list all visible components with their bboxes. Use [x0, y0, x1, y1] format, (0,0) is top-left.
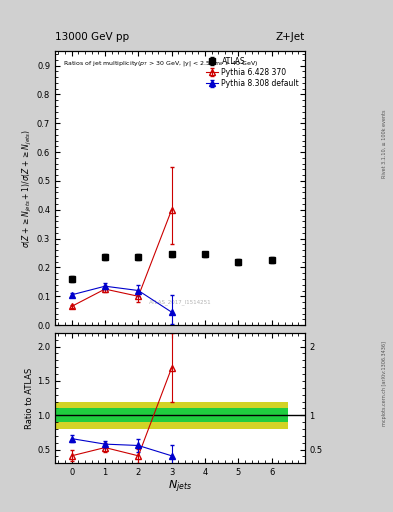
Text: Ratios of jet multiplicity($p_{T}$ > 30 GeV, |y| < 2.5, m$_{ll}$ > 40 GeV): Ratios of jet multiplicity($p_{T}$ > 30 …: [62, 59, 258, 69]
Y-axis label: $\sigma(Z + \geq N_{jets}+1) / \sigma(Z + \geq N_{jets})$: $\sigma(Z + \geq N_{jets}+1) / \sigma(Z …: [21, 129, 34, 248]
Text: Rivet 3.1.10, ≥ 100k events: Rivet 3.1.10, ≥ 100k events: [382, 109, 387, 178]
Text: mcplots.cern.ch [arXiv:1306.3436]: mcplots.cern.ch [arXiv:1306.3436]: [382, 342, 387, 426]
Text: ATLAS_2017_I1514251: ATLAS_2017_I1514251: [149, 299, 211, 305]
X-axis label: $N_{jets}$: $N_{jets}$: [168, 479, 192, 495]
Y-axis label: Ratio to ATLAS: Ratio to ATLAS: [25, 368, 34, 429]
Legend: ATLAS, Pythia 6.428 370, Pythia 8.308 default: ATLAS, Pythia 6.428 370, Pythia 8.308 de…: [205, 55, 301, 90]
Text: Z+Jet: Z+Jet: [275, 32, 305, 42]
Text: 13000 GeV pp: 13000 GeV pp: [55, 32, 129, 42]
